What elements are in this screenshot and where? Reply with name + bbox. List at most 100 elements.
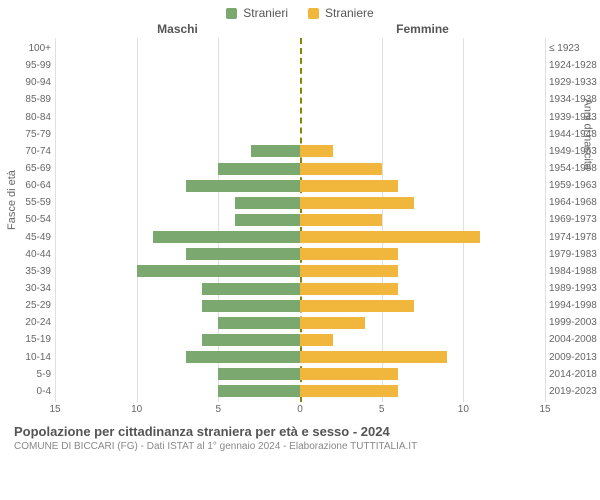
chart-title: Popolazione per cittadinanza straniera p… (14, 424, 586, 439)
pyramid-row: 5-92014-2018 (55, 366, 545, 383)
x-tick: 5 (216, 404, 222, 415)
age-label: 40-44 (7, 249, 51, 260)
age-label: 15-19 (7, 334, 51, 345)
bar-female (300, 248, 398, 260)
bar-male (235, 214, 300, 226)
birth-year-label: 1939-1943 (549, 112, 599, 123)
bar-female (300, 283, 398, 295)
chart-area: Maschi Femmine 100+≤ 192395-991924-19289… (55, 22, 545, 422)
legend-male-label: Stranieri (243, 6, 288, 20)
pyramid-row: 25-291994-1998 (55, 297, 545, 314)
birth-year-label: ≤ 1923 (549, 43, 599, 54)
birth-year-label: 1974-1978 (549, 232, 599, 243)
bar-female (300, 334, 333, 346)
pyramid-row: 90-941929-1933 (55, 74, 545, 91)
pyramid-row: 100+≤ 1923 (55, 40, 545, 57)
plot-area: 100+≤ 192395-991924-192890-941929-193385… (55, 38, 545, 402)
birth-year-label: 1959-1963 (549, 180, 599, 191)
footer: Popolazione per cittadinanza straniera p… (0, 422, 600, 452)
age-label: 30-34 (7, 283, 51, 294)
bar-female (300, 351, 447, 363)
birth-year-label: 2014-2018 (549, 369, 599, 380)
pyramid-row: 30-341989-1993 (55, 280, 545, 297)
bar-male (218, 368, 300, 380)
legend: Stranieri Straniere (0, 0, 600, 22)
birth-year-label: 1979-1983 (549, 249, 599, 260)
pyramid-row: 40-441979-1983 (55, 246, 545, 263)
pyramid-row: 80-841939-1943 (55, 109, 545, 126)
birth-year-label: 1989-1993 (549, 283, 599, 294)
age-label: 75-79 (7, 129, 51, 140)
x-tick: 15 (539, 404, 550, 415)
age-label: 10-14 (7, 352, 51, 363)
age-label: 55-59 (7, 197, 51, 208)
bar-male (202, 283, 300, 295)
birth-year-label: 1969-1973 (549, 214, 599, 225)
chart-subtitle: COMUNE DI BICCARI (FG) - Dati ISTAT al 1… (14, 439, 586, 452)
x-tick: 10 (458, 404, 469, 415)
bar-male (186, 248, 300, 260)
bar-female (300, 300, 414, 312)
birth-year-label: 1984-1988 (549, 266, 599, 277)
pyramid-row: 10-142009-2013 (55, 349, 545, 366)
age-label: 70-74 (7, 146, 51, 157)
birth-year-label: 2009-2013 (549, 352, 599, 363)
bar-female (300, 214, 382, 226)
bar-female (300, 145, 333, 157)
x-tick: 0 (297, 404, 303, 415)
pyramid-row: 60-641959-1963 (55, 177, 545, 194)
x-tick: 15 (49, 404, 60, 415)
birth-year-label: 1999-2003 (549, 317, 599, 328)
bar-male (251, 145, 300, 157)
age-label: 100+ (7, 43, 51, 54)
pyramid-row: 0-42019-2023 (55, 383, 545, 400)
birth-year-label: 2019-2023 (549, 386, 599, 397)
x-tick: 5 (379, 404, 385, 415)
bar-male (218, 163, 300, 175)
pyramid-rows: 100+≤ 192395-991924-192890-941929-193385… (55, 40, 545, 400)
bar-female (300, 197, 414, 209)
pyramid-row: 65-691954-1958 (55, 160, 545, 177)
birth-year-label: 2004-2008 (549, 334, 599, 345)
column-headers: Maschi Femmine (55, 22, 545, 38)
bar-male (186, 180, 300, 192)
bar-female (300, 317, 365, 329)
header-male: Maschi (55, 22, 300, 38)
female-swatch (308, 8, 319, 19)
age-label: 25-29 (7, 300, 51, 311)
legend-item-female: Straniere (308, 6, 374, 20)
x-axis: 15105051015 (55, 402, 545, 418)
bar-male (137, 265, 300, 277)
age-label: 90-94 (7, 77, 51, 88)
age-label: 80-84 (7, 112, 51, 123)
bar-female (300, 368, 398, 380)
pyramid-row: 95-991924-1928 (55, 57, 545, 74)
header-female: Femmine (300, 22, 545, 38)
bar-male (218, 385, 300, 397)
birth-year-label: 1924-1928 (549, 60, 599, 71)
male-swatch (226, 8, 237, 19)
age-label: 35-39 (7, 266, 51, 277)
bar-male (186, 351, 300, 363)
pyramid-row: 50-541969-1973 (55, 211, 545, 228)
birth-year-label: 1949-1953 (549, 146, 599, 157)
pyramid-row: 85-891934-1938 (55, 91, 545, 108)
pyramid-row: 15-192004-2008 (55, 331, 545, 348)
pyramid-row: 55-591964-1968 (55, 194, 545, 211)
legend-female-label: Straniere (325, 6, 374, 20)
birth-year-label: 1944-1948 (549, 129, 599, 140)
pyramid-row: 75-791944-1948 (55, 126, 545, 143)
bar-male (202, 334, 300, 346)
bar-male (153, 231, 300, 243)
pyramid-row: 45-491974-1978 (55, 229, 545, 246)
age-label: 5-9 (7, 369, 51, 380)
age-label: 60-64 (7, 180, 51, 191)
birth-year-label: 1929-1933 (549, 77, 599, 88)
birth-year-label: 1954-1958 (549, 163, 599, 174)
pyramid-row: 70-741949-1953 (55, 143, 545, 160)
bar-female (300, 163, 382, 175)
age-label: 85-89 (7, 94, 51, 105)
age-label: 95-99 (7, 60, 51, 71)
age-label: 50-54 (7, 214, 51, 225)
bar-female (300, 265, 398, 277)
